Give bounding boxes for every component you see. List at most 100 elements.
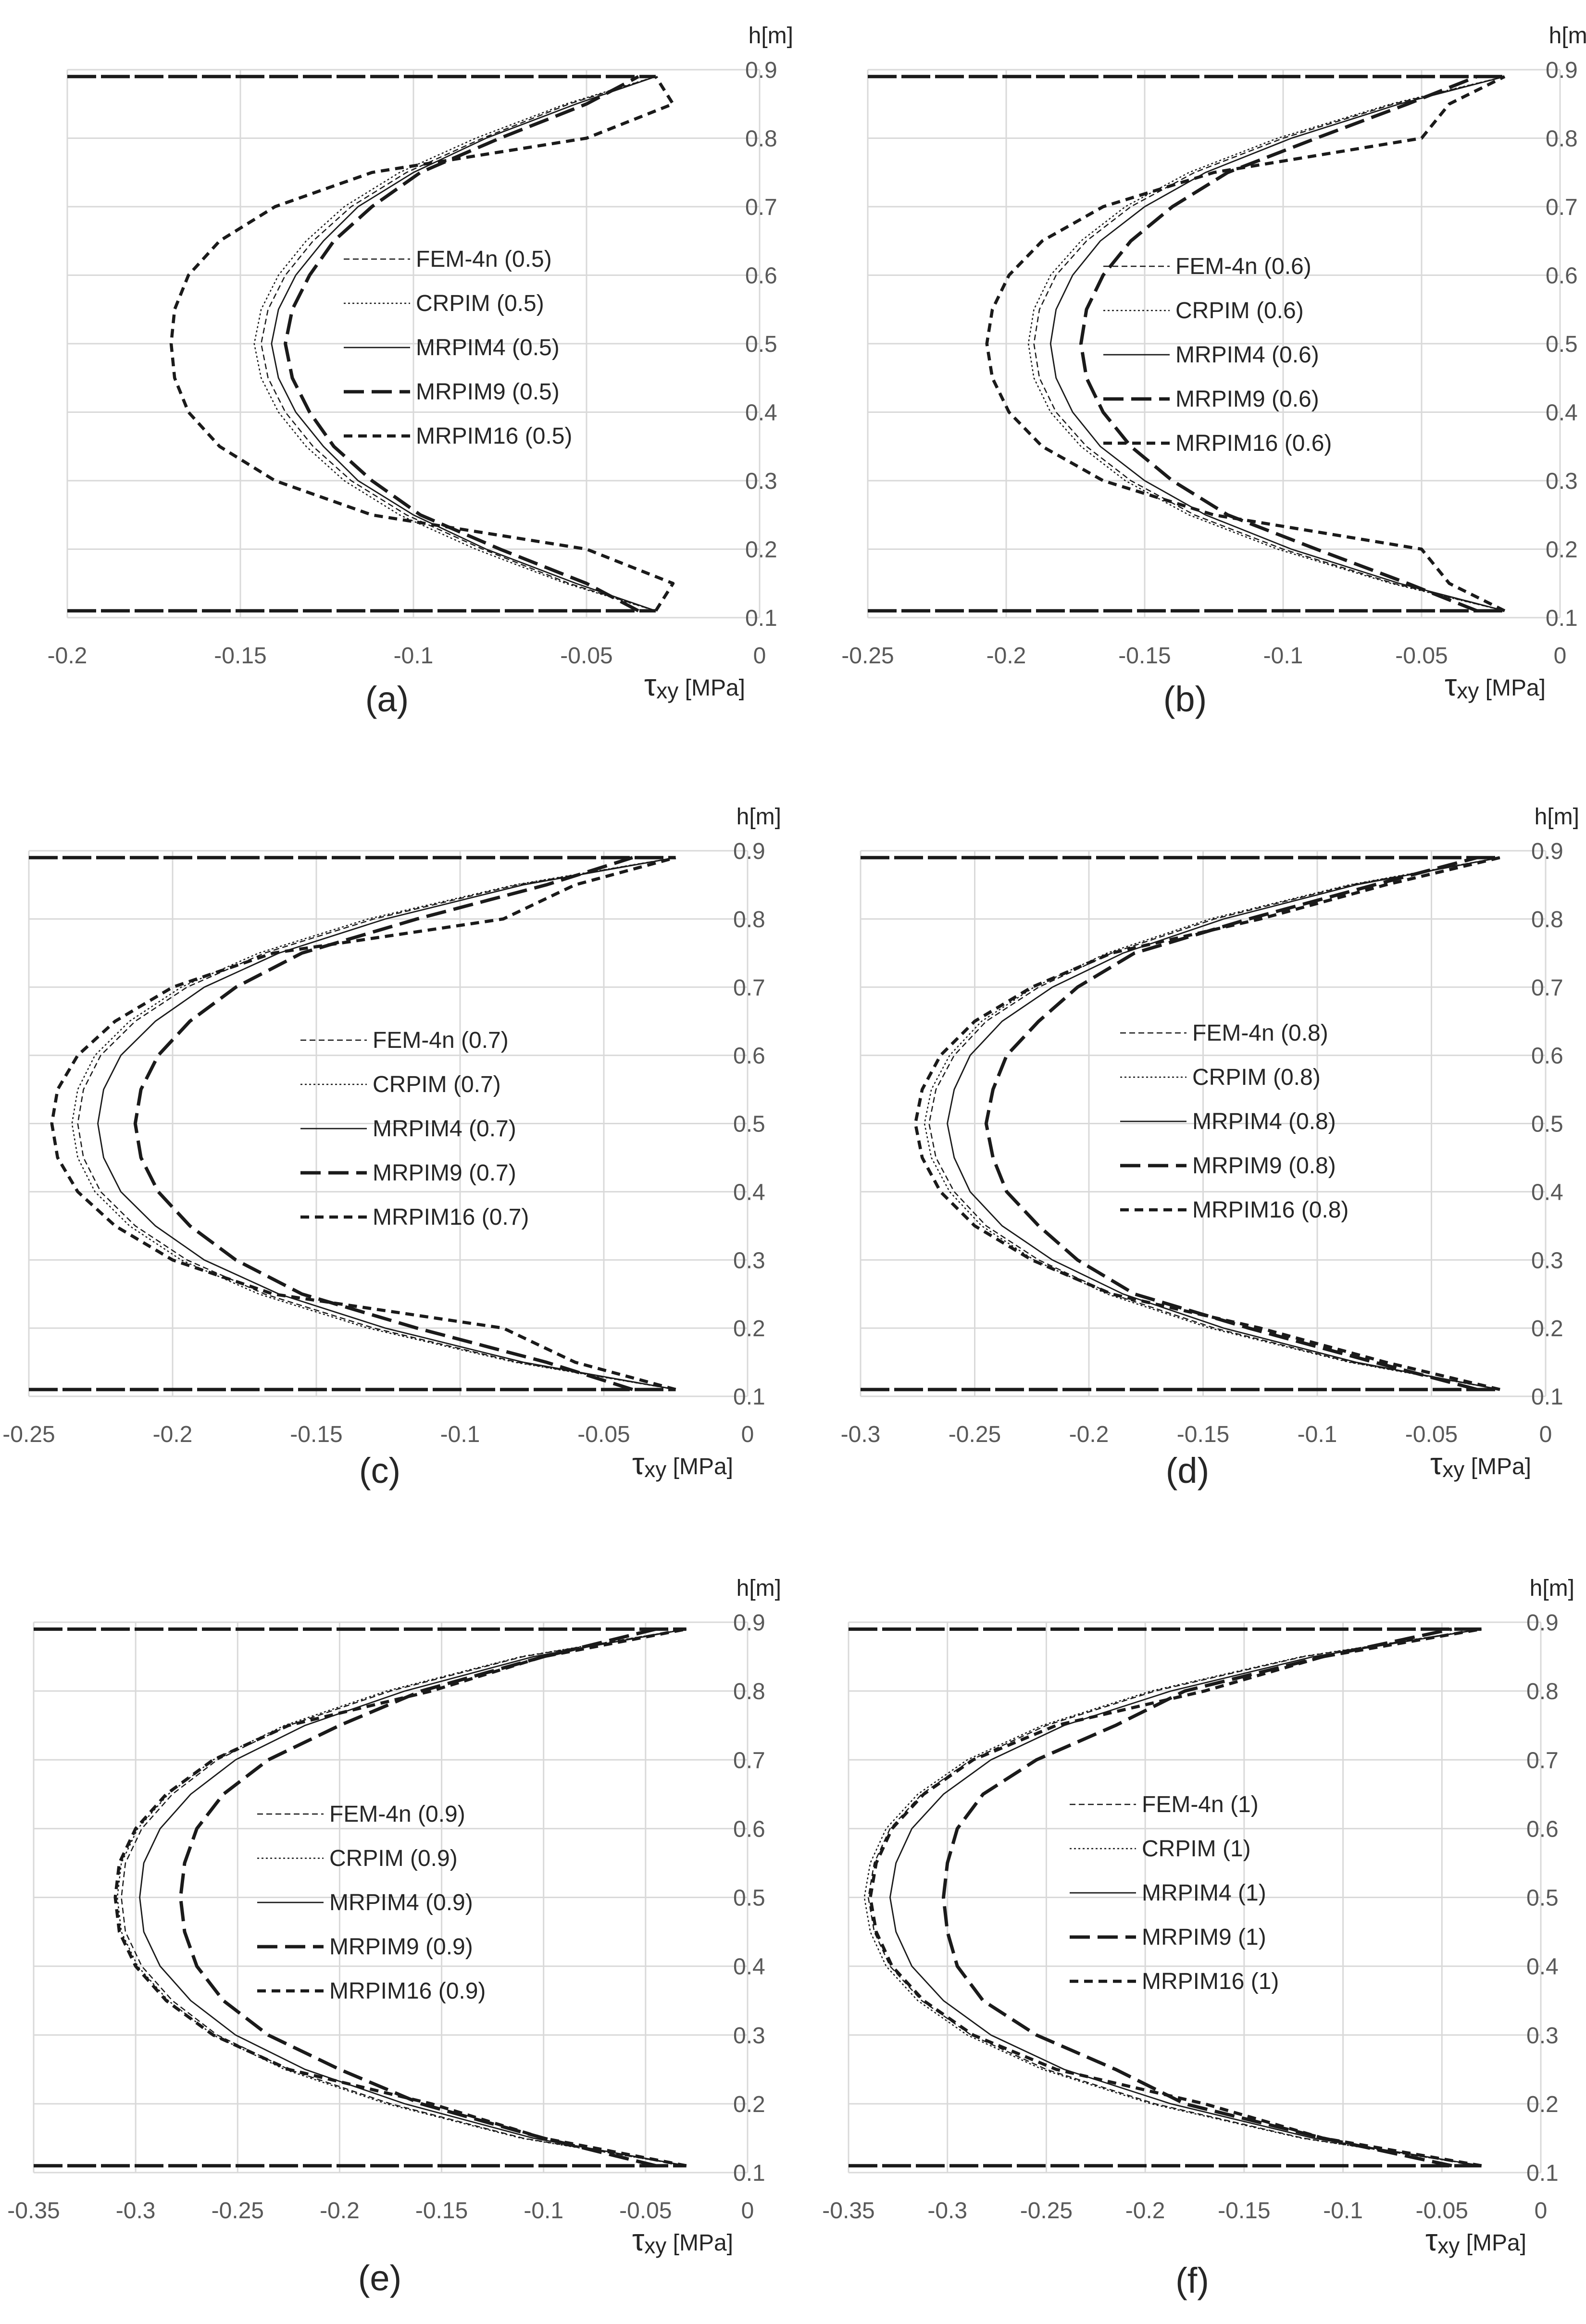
y-tick-label: 0.8 xyxy=(733,907,765,932)
legend-label: MRPIM4 (0.7) xyxy=(373,1116,516,1142)
tau-unit: [MPa] xyxy=(1464,1454,1531,1479)
chart-panel-b: -0.25 -0.2 -0.15 -0.1 -0.05 0 0.1 0.2 0.3 0.4 0.5 0… xyxy=(841,23,1586,719)
legend-label: FEM-4n (1) xyxy=(1142,1792,1259,1817)
series-line-crpim xyxy=(863,1628,1482,2166)
legend: FEM-4n (0.6) CRPIM (0.6) MRPIM4 (0.6) MRPIM… xyxy=(1103,254,1332,456)
legend-label: MRPIM9 (1) xyxy=(1142,1925,1266,1950)
y-tick-label: 0.4 xyxy=(1526,1954,1559,1980)
tau-subscript: xy xyxy=(1457,678,1479,703)
x-tick-label: -0.15 xyxy=(1177,1422,1229,1447)
series-line-crpim xyxy=(116,1628,687,2166)
y-tick-label: 0.3 xyxy=(733,2023,765,2049)
x-tick-label: -0.3 xyxy=(116,2198,156,2224)
y-tick-label: 0.5 xyxy=(1531,1112,1563,1137)
tau-unit: [MPa] xyxy=(1479,675,1546,701)
tau-symbol: τ xyxy=(1425,2223,1437,2257)
tau-symbol: τ xyxy=(632,1446,644,1481)
series-line-mrpim9 xyxy=(984,856,1478,1392)
y-tick-label: 0.4 xyxy=(733,1954,765,1980)
tau-unit: [MPa] xyxy=(678,675,745,701)
x-tick-label: -0.15 xyxy=(290,1422,342,1447)
y-tick-label: 0.1 xyxy=(1546,606,1578,631)
x-tick-label: -0.25 xyxy=(2,1422,55,1447)
y-axis-label: h[m] xyxy=(1530,1576,1574,1601)
legend: FEM-4n (0.9) CRPIM (0.9) MRPIM4 (0.9) MRPIM… xyxy=(257,1802,486,2004)
x-tick-label: -0.2 xyxy=(1125,2198,1165,2224)
series-line-mrpim16 xyxy=(113,1628,687,2167)
x-tick-label: 0 xyxy=(741,2198,754,2224)
legend: FEM-4n (0.8) CRPIM (0.8) MRPIM4 (0.8) MRPIM… xyxy=(1120,1020,1349,1223)
series-line-mrpim4 xyxy=(97,857,676,1391)
legend-label: MRPIM16 (0.5) xyxy=(416,423,572,449)
x-axis-label: τxy [MPa] xyxy=(632,2223,733,2258)
y-tick-label: 0.2 xyxy=(733,1316,765,1342)
legend-label: FEM-4n (0.7) xyxy=(373,1028,509,1053)
tau-symbol: τ xyxy=(632,2223,644,2257)
y-tick-label: 0.2 xyxy=(733,2092,765,2117)
legend-label: MRPIM16 (0.9) xyxy=(329,1978,486,2004)
series-line-crpim xyxy=(71,857,676,1391)
y-tick-label: 0.8 xyxy=(1526,1679,1559,1704)
y-tick-label: 0.3 xyxy=(1531,1248,1563,1273)
x-tick-label: -0.15 xyxy=(1218,2198,1270,2224)
x-tick-label: -0.1 xyxy=(1323,2198,1363,2224)
legend-label: MRPIM4 (1) xyxy=(1142,1880,1266,1906)
y-tick-label: 0.6 xyxy=(1526,1816,1559,1842)
panel-caption: (b) xyxy=(1163,679,1207,719)
chart-panel-d: -0.3 -0.25 -0.2 -0.15 -0.1 -0.05 0 0.1 0.2 0.3 0.4… xyxy=(841,804,1579,1491)
x-tick-label: -0.15 xyxy=(1118,643,1171,669)
y-tick-label: 0.5 xyxy=(1546,332,1578,357)
legend-label: MRPIM16 (0.6) xyxy=(1175,431,1332,456)
x-tick-label: -0.2 xyxy=(48,643,87,669)
legend-label: MRPIM4 (0.6) xyxy=(1175,342,1319,368)
y-tick-label: 0.9 xyxy=(1546,58,1578,83)
y-tick-label: 0.3 xyxy=(1526,2023,1559,2049)
x-tick-label: -0.05 xyxy=(560,643,612,669)
y-tick-label: 0.8 xyxy=(733,1679,765,1704)
x-tick-label: -0.05 xyxy=(577,1422,630,1447)
tau-subscript: xy xyxy=(1437,2233,1460,2258)
panel-caption: (f) xyxy=(1175,2261,1209,2300)
legend-label: CRPIM (0.9) xyxy=(329,1846,458,1871)
x-tick-label: -0.2 xyxy=(320,2198,360,2224)
y-tick-label: 0.4 xyxy=(1546,400,1578,426)
y-tick-label: 0.7 xyxy=(1546,195,1578,220)
series-line-mrpim16 xyxy=(50,856,676,1391)
x-tick-label: -0.05 xyxy=(1395,643,1448,669)
series-line-fem-4n xyxy=(77,857,676,1391)
x-tick-label: -0.1 xyxy=(1263,643,1303,669)
legend-label: CRPIM (0.8) xyxy=(1192,1065,1321,1090)
series-line-fem-4n xyxy=(121,1628,687,2166)
legend-label: MRPIM9 (0.8) xyxy=(1192,1153,1336,1179)
tau-subscript: xy xyxy=(644,2233,666,2258)
x-axis-label: τxy [MPa] xyxy=(644,668,745,703)
panel-caption: (a) xyxy=(365,679,409,719)
legend-label: MRPIM9 (0.5) xyxy=(416,379,560,405)
tau-symbol: τ xyxy=(1445,668,1457,702)
x-tick-label: -0.25 xyxy=(1020,2198,1073,2224)
series-line-mrpim16 xyxy=(913,856,1500,1391)
x-tick-label: -0.2 xyxy=(987,643,1026,669)
x-tick-label: -0.35 xyxy=(822,2198,874,2224)
legend-label: CRPIM (1) xyxy=(1142,1836,1251,1862)
y-tick-label: 0.7 xyxy=(733,975,765,1001)
x-tick-label: -0.35 xyxy=(7,2198,60,2224)
x-tick-label: 0 xyxy=(1554,643,1567,669)
series-line-mrpim16 xyxy=(169,75,675,612)
series-line-mrpim16 xyxy=(985,75,1506,612)
y-axis-label: h[m] xyxy=(1535,804,1579,830)
x-tick-label: -0.1 xyxy=(394,643,434,669)
y-tick-label: 0.5 xyxy=(733,1886,765,1911)
legend: FEM-4n (0.5) CRPIM (0.5) MRPIM4 (0.5) MRPIM… xyxy=(344,247,572,449)
legend-label: MRPIM16 (0.7) xyxy=(373,1205,529,1230)
y-tick-label: 0.7 xyxy=(745,195,777,220)
x-tick-label: -0.3 xyxy=(841,1422,881,1447)
y-tick-label: 0.4 xyxy=(733,1180,765,1205)
x-tick-label: 0 xyxy=(753,643,766,669)
x-tick-label: -0.3 xyxy=(927,2198,967,2224)
y-tick-label: 0.8 xyxy=(1546,126,1578,152)
y-tick-label: 0.2 xyxy=(745,537,777,563)
chart-panel-c: -0.25 -0.2 -0.15 -0.1 -0.05 0 0.1 0.2 0.3 0.4 0.5 0… xyxy=(2,804,781,1491)
legend-label: MRPIM4 (0.5) xyxy=(416,335,560,360)
